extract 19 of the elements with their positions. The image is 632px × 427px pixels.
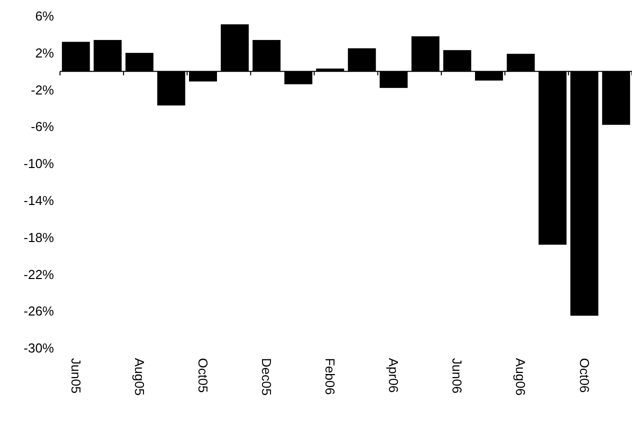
x-tick-label: Jun06 (450, 358, 465, 394)
y-tick-label: -10% (24, 156, 54, 172)
y-tick-label: 2% (35, 45, 54, 60)
x-tick-label: Apr06 (386, 358, 402, 393)
y-tick-label: 6% (35, 8, 54, 24)
x-tick-label: Dec05 (259, 358, 274, 396)
x-tick-label: Feb06 (322, 358, 338, 395)
y-tick-label: -6% (30, 119, 54, 134)
x-tick-label: Aug06 (513, 358, 528, 396)
y-tick-label: -14% (24, 192, 54, 208)
x-tick-label: Oct05 (195, 358, 210, 393)
y-tick-label: -2% (30, 82, 54, 98)
x-tick-label: Jun05 (68, 358, 84, 394)
y-tick-label: -22% (24, 266, 54, 282)
y-tick-label: -26% (24, 304, 54, 319)
y-tick-label: -30% (24, 340, 54, 356)
x-tick-label: Aug05 (132, 358, 147, 396)
y-tick-label: -18% (24, 230, 54, 245)
x-tick-label: Oct06 (576, 358, 592, 393)
